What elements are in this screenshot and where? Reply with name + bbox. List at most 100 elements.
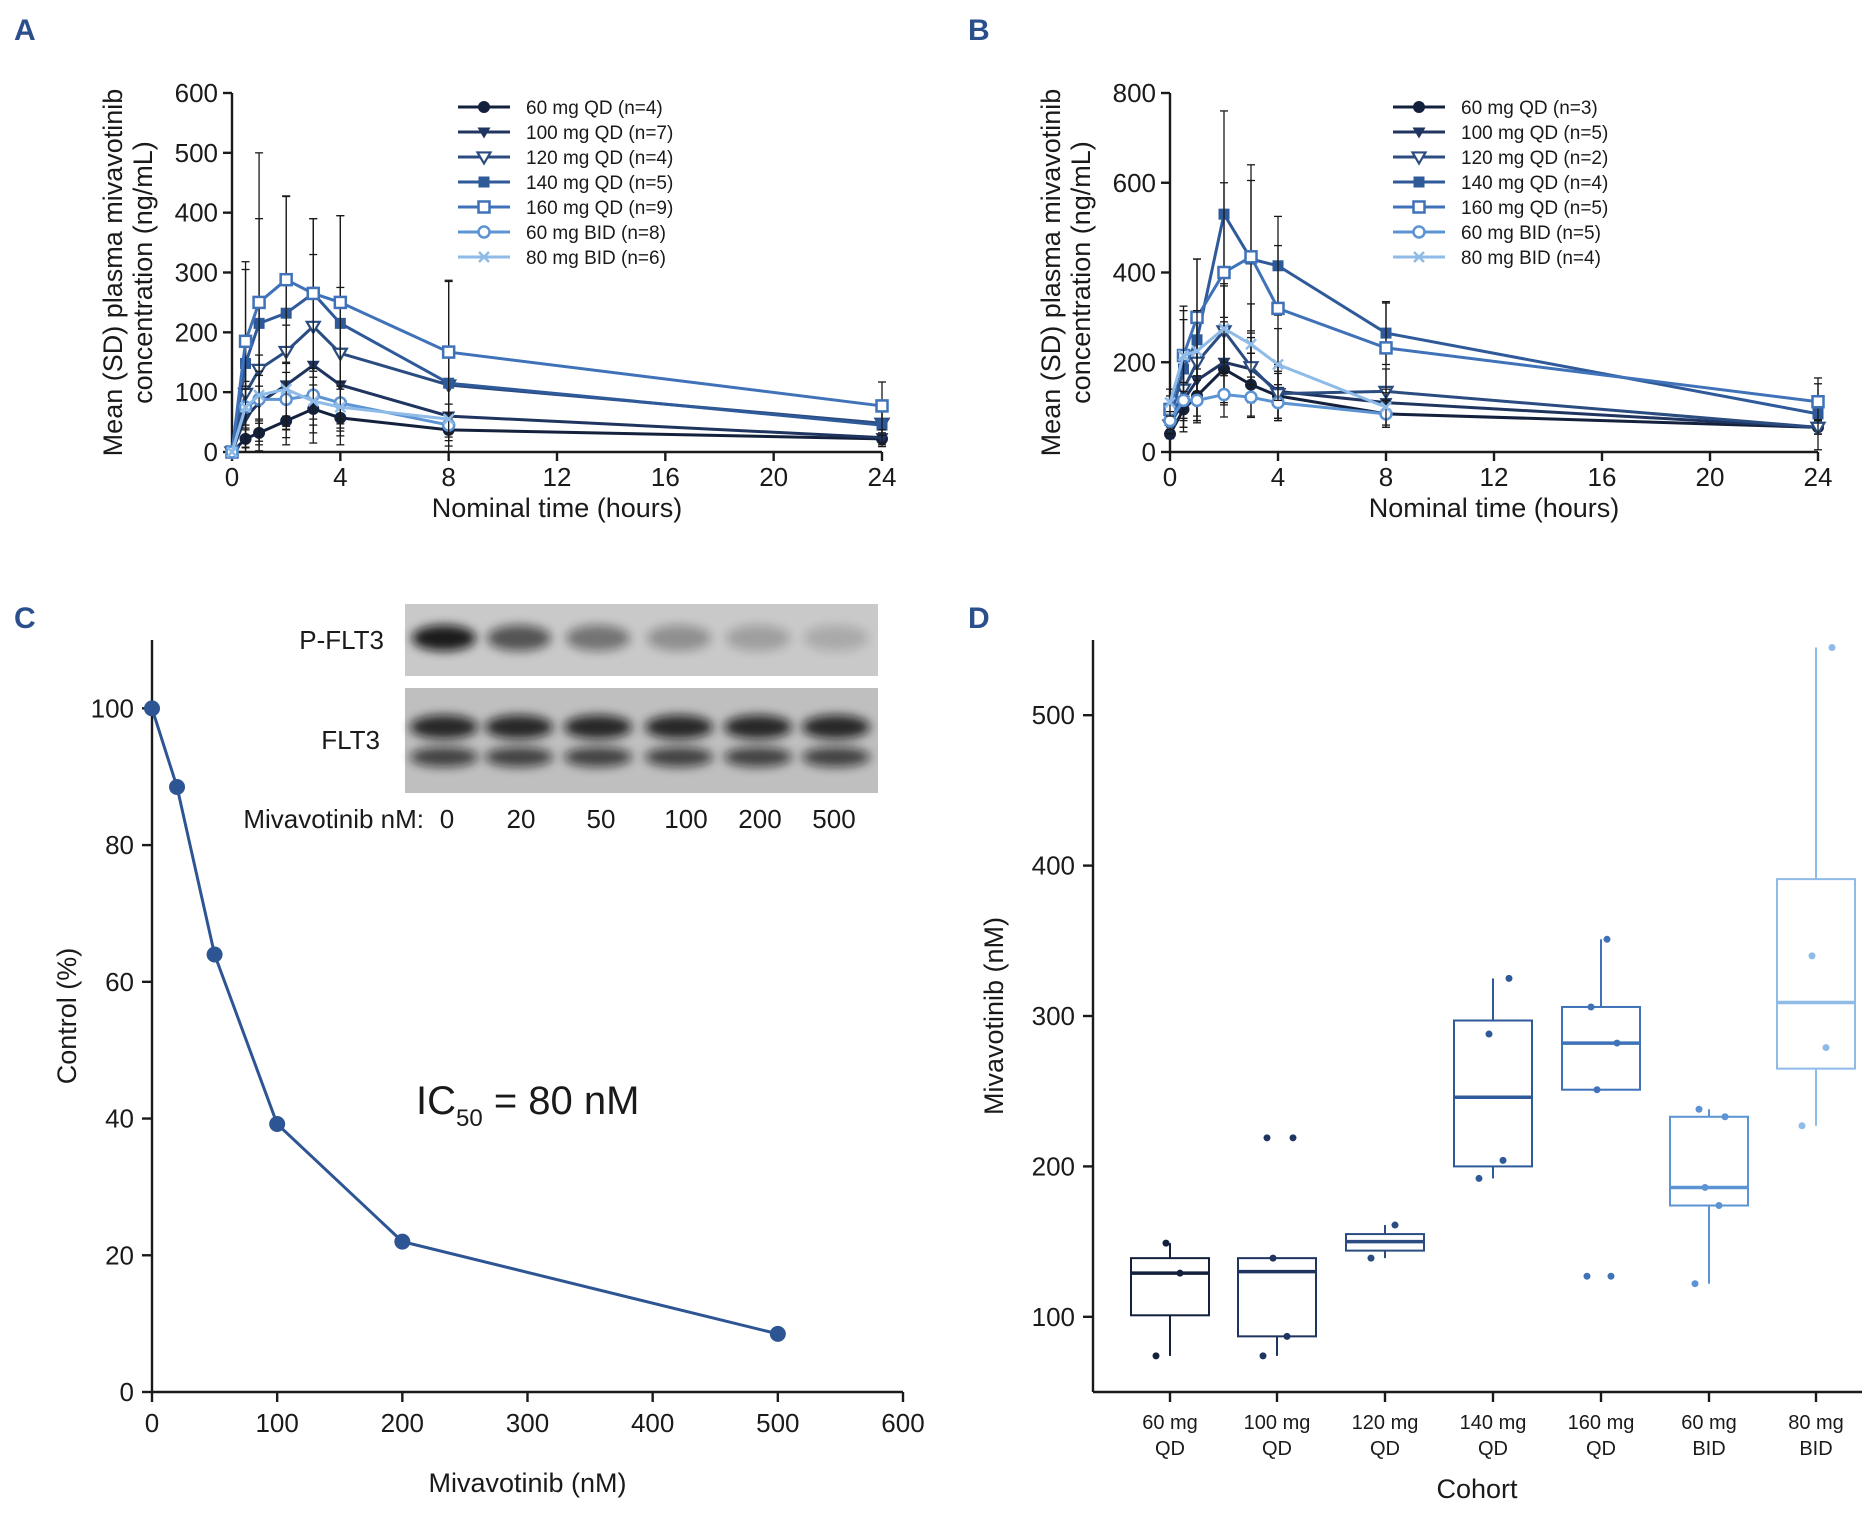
legend-label: 120 mg QD (n=4) [526, 148, 673, 169]
data-point [1271, 301, 1285, 316]
y-tick-label: 100 [1032, 1302, 1075, 1332]
data-point [1505, 974, 1513, 982]
data-point [1808, 952, 1816, 960]
data-point [1499, 1156, 1507, 1164]
panel-a-pk-chart: 0 4 8 12 16 20 24 0 100 200 300 400 500 600 Nominal ti… [98, 78, 896, 523]
data-point [1162, 1239, 1170, 1247]
y-tick-label: 200 [1032, 1151, 1075, 1181]
legend-label: 60 mg QD (n=3) [1461, 98, 1598, 119]
y-tick-label: 300 [175, 258, 218, 288]
iqr-box [1561, 1005, 1641, 1091]
series-line [230, 291, 883, 453]
p-flt3-band [487, 625, 551, 651]
data-point [441, 345, 456, 359]
flt3-band-upper [564, 715, 632, 739]
legend-marker [477, 127, 491, 139]
y-tick-label: 600 [1113, 168, 1156, 198]
data-point [1485, 1030, 1493, 1038]
data-point [306, 286, 320, 301]
data-point [1475, 1174, 1483, 1182]
flt3-band-lower [410, 747, 478, 767]
data-point [1176, 393, 1191, 408]
data-point [1244, 250, 1258, 264]
blot-dose-value: 0 [440, 804, 454, 834]
y-axis-label-line2: concentration (ng/mL) [1066, 141, 1096, 404]
data-point [769, 1325, 786, 1342]
data-point [875, 399, 889, 413]
data-point [239, 401, 252, 414]
blot-dose-value: 200 [738, 804, 781, 834]
panel-letter-b: B [968, 14, 990, 47]
legend-label: 100 mg QD (n=7) [526, 123, 673, 144]
y-tick-label: 200 [1113, 347, 1156, 377]
x-tick-label: 12 [1480, 462, 1509, 492]
data-point [1289, 1134, 1297, 1142]
x-tick-label: 16 [1588, 462, 1617, 492]
box-group [1130, 1239, 1210, 1360]
data-point [1587, 1003, 1595, 1011]
iqr-box [1130, 1257, 1210, 1317]
x-tick-label: 24 [868, 462, 897, 492]
data-point [1190, 393, 1204, 408]
panel-c-inhibition-chart: 0 100 200 300 400 500 600020406080100Mivavotin… [52, 604, 925, 1498]
data-point [1583, 1272, 1591, 1280]
flt3-band-upper [410, 715, 478, 739]
ic50-main: IC [416, 1079, 456, 1123]
legend: 60 mg QD (n=4) 100 mg QD (n=7) 120 mg QD (… [458, 98, 673, 269]
y-axis-label-line1: Mean (SD) plasma mivavotinib [1036, 89, 1066, 457]
y-tick-label: 800 [1113, 78, 1156, 108]
data-point [1391, 1221, 1399, 1229]
p-flt3-strip [405, 604, 878, 676]
iqr-box [1237, 1257, 1317, 1338]
y-tick-label: 400 [1032, 851, 1075, 881]
data-point [1721, 1113, 1729, 1121]
data-point [206, 946, 223, 963]
legend-marker [1412, 200, 1426, 214]
blot-label-p-flt3: P-FLT3 [299, 625, 384, 655]
y-tick-label: 0 [1142, 437, 1156, 467]
x-tick-label: 0 [145, 1408, 159, 1438]
data-point [1811, 394, 1825, 409]
flt3-band-upper [485, 715, 553, 739]
x-tick-label: 0 [225, 462, 239, 492]
series-line [230, 363, 883, 453]
flt3-band-lower [724, 747, 792, 767]
data-point [253, 389, 265, 402]
data-point [1259, 1352, 1267, 1360]
y-tick-label: 0 [204, 437, 218, 467]
series [1164, 332, 1824, 441]
box-group [1776, 644, 1856, 1130]
y-tick-label: 500 [1032, 700, 1075, 730]
data-point [1380, 401, 1392, 414]
legend-marker [478, 101, 490, 113]
y-tick-label: 400 [175, 198, 218, 228]
category-label-line1: 100 mg [1244, 1412, 1311, 1434]
blot-dose-label: Mivavotinib nM: [243, 804, 424, 834]
y-tick-label: 200 [175, 317, 218, 347]
x-tick-label: 600 [881, 1408, 924, 1438]
data-point [1695, 1105, 1703, 1113]
p-flt3-band [412, 625, 476, 651]
blot-dose-value: 100 [664, 804, 707, 834]
category-label-line2: QD [1478, 1438, 1508, 1460]
x-tick-label: 4 [333, 462, 347, 492]
series-line [1168, 254, 1819, 410]
data-point [1613, 1039, 1621, 1047]
box-group [1345, 1221, 1425, 1262]
y-tick-label: 80 [105, 830, 134, 860]
data-point [1798, 1122, 1806, 1130]
legend-marker [478, 176, 490, 188]
y-tick-label: 100 [175, 377, 218, 407]
data-point [269, 1116, 286, 1133]
box-group [1453, 974, 1533, 1182]
x-tick-label: 200 [381, 1408, 424, 1438]
data-point [1379, 341, 1393, 355]
legend-marker [477, 200, 491, 214]
legend-marker [1413, 176, 1425, 188]
flt3-band-lower [802, 747, 870, 767]
blot-label-flt3: FLT3 [321, 725, 380, 755]
x-axis-label: Mivavotinib (nM) [428, 1468, 626, 1498]
data-point [1715, 1202, 1723, 1210]
y-tick-label: 500 [175, 138, 218, 168]
data-point [1177, 349, 1190, 362]
